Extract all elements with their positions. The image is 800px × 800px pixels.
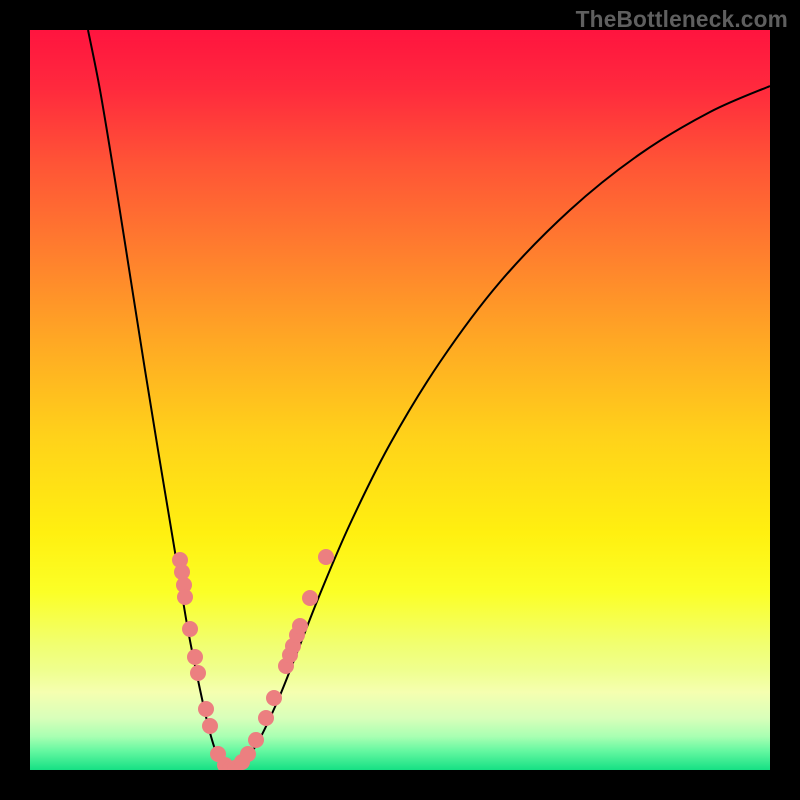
marker-point <box>202 718 218 734</box>
chart-frame: TheBottleneck.com <box>0 0 800 800</box>
marker-point <box>292 618 308 634</box>
marker-point <box>266 690 282 706</box>
watermark-text: TheBottleneck.com <box>576 6 788 33</box>
marker-point <box>318 549 334 565</box>
marker-point <box>177 589 193 605</box>
marker-point <box>182 621 198 637</box>
marker-point <box>302 590 318 606</box>
marker-point <box>240 746 256 762</box>
marker-point <box>190 665 206 681</box>
marker-point <box>258 710 274 726</box>
plot-area <box>30 30 770 770</box>
marker-point <box>187 649 203 665</box>
marker-point <box>198 701 214 717</box>
v-curve <box>30 30 770 770</box>
marker-point <box>248 732 264 748</box>
